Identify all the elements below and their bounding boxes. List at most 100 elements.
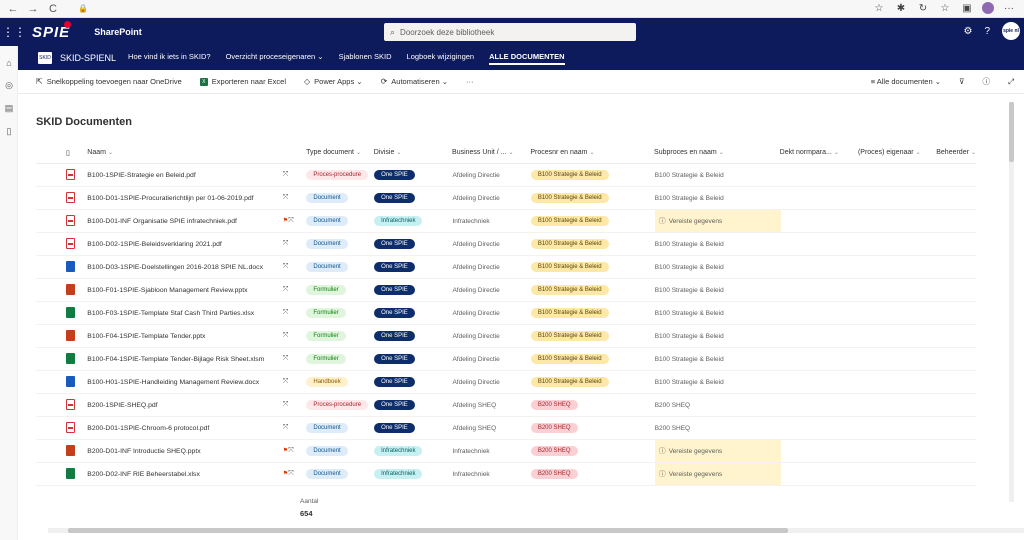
spie-logo[interactable]: SPIE xyxy=(32,20,71,41)
settings-gear-icon[interactable]: ⚙ xyxy=(963,25,973,37)
app-name[interactable]: SharePoint xyxy=(94,27,142,37)
table-row[interactable]: B100-D03-1SPIE-Doelstellingen 2016-2018 … xyxy=(36,256,976,279)
share-icon[interactable]: ⤧ xyxy=(282,332,289,339)
menu-dots-icon[interactable]: ··· xyxy=(1004,2,1014,14)
table-row[interactable]: B100-F01-1SPIE-Sjabloon Management Revie… xyxy=(36,279,976,302)
site-logo[interactable]: SKID xyxy=(38,52,52,64)
share-icon[interactable]: ⤧ xyxy=(288,470,294,477)
share-icon[interactable]: ⤧ xyxy=(282,263,289,270)
file-name-link[interactable]: B200-1SPIE-SHEQ.pdf xyxy=(87,401,158,409)
refresh-sync-icon[interactable]: ↻ xyxy=(918,2,928,14)
add-shortcut-button[interactable]: ⇱ Snelkoppeling toevoegen naar OneDrive xyxy=(36,77,182,86)
info-icon[interactable]: ⓘ xyxy=(982,77,991,86)
share-icon[interactable]: ⤧ xyxy=(282,194,289,201)
table-row[interactable]: B100-D02-1SPIE-Beleidsverklaring 2021.pd… xyxy=(36,233,976,256)
table-row[interactable]: B100-H01-1SPIE-Handleiding Management Re… xyxy=(36,371,976,394)
nav-item-all-documents[interactable]: ALLE DOCUMENTEN xyxy=(489,52,565,65)
file-name-link[interactable]: B100-F03-1SPIE-Template Staf Cash Third … xyxy=(87,309,255,317)
share-icon[interactable]: ⤧ xyxy=(282,286,289,293)
home-icon[interactable]: ⌂ xyxy=(6,58,12,68)
table-row[interactable]: B100-D01-1SPIE-Procuratierichtlijn per 0… xyxy=(36,187,976,210)
table-row[interactable]: B100-1SPIE-Strategie en Beleid.pdf ⤧ Proce… xyxy=(36,164,976,187)
file-icon[interactable]: ▯ xyxy=(6,126,12,136)
table-row[interactable]: B200-1SPIE-SHEQ.pdf ⤧ Proces-procedure One … xyxy=(36,394,976,417)
division-cell: One SPIE xyxy=(374,285,452,295)
column-header-type[interactable]: Type document ⌄ xyxy=(294,149,374,156)
site-title[interactable]: SKID-SPIENL xyxy=(60,53,117,63)
required-data-warning[interactable]: ⓘ Vereiste gegevens xyxy=(654,440,781,462)
share-icon[interactable]: ⤧ xyxy=(282,171,289,178)
share-icon[interactable]: ⤧ xyxy=(282,378,289,385)
subprocess-cell: B100 Strategie & Beleid xyxy=(654,240,724,248)
column-header-owner[interactable]: (Proces) eigenaar ⌄ xyxy=(858,149,936,156)
file-name-link[interactable]: B100-D03-1SPIE-Doelstellingen 2016-2018 … xyxy=(87,263,263,271)
table-row[interactable]: B100-F03-1SPIE-Template Staf Cash Third … xyxy=(36,302,976,325)
column-header-name[interactable]: Naam ⌄ xyxy=(87,149,282,156)
file-type-header-icon[interactable]: ▯ xyxy=(66,149,70,157)
view-selector[interactable]: ≡ Alle documenten ⌄ xyxy=(871,77,941,86)
division-cell: One SPIE xyxy=(374,377,452,387)
favorites-icon[interactable]: ☆ xyxy=(940,2,950,14)
share-icon[interactable]: ⤧ xyxy=(282,309,289,316)
file-name-link[interactable]: B100-H01-1SPIE-Handleiding Management Re… xyxy=(87,378,260,386)
share-icon[interactable]: ⤧ xyxy=(282,424,289,431)
horizontal-scrollbar[interactable] xyxy=(48,528,1024,533)
profile-avatar-icon[interactable] xyxy=(982,2,994,14)
column-header-subprocess[interactable]: Subproces en naam ⌄ xyxy=(654,149,780,156)
search-input[interactable]: ⌕ Doorzoek deze bibliotheek xyxy=(384,23,636,41)
column-header-process[interactable]: Procesnr en naam ⌄ xyxy=(530,149,654,156)
app-launcher-icon[interactable]: ⋮⋮ xyxy=(2,25,26,39)
power-apps-button[interactable]: ◇ Power Apps ⌄ xyxy=(304,77,363,86)
share-icon[interactable]: ⤧ xyxy=(288,217,294,224)
table-row[interactable]: B200-D01-1SPIE-Chroom-6 protocol.pdf ⤧ Doc… xyxy=(36,417,976,440)
nav-item-templates[interactable]: Sjablonen SKID xyxy=(338,51,392,61)
file-name-link[interactable]: B100-F04-1SPIE-Template Tender-Bijlage R… xyxy=(87,355,265,363)
file-name-link[interactable]: B200-D01-INF Introductie SHEQ.pptx xyxy=(87,447,201,455)
share-icon[interactable]: ⤧ xyxy=(288,447,294,454)
filter-icon[interactable]: ⊽ xyxy=(959,77,965,86)
account-avatar[interactable]: spie nl xyxy=(1002,22,1020,40)
forward-arrow-icon[interactable]: → xyxy=(27,2,39,15)
collections-icon[interactable]: ▣ xyxy=(962,2,972,14)
read-aloud-icon[interactable]: ☆ xyxy=(874,2,884,14)
share-icon[interactable]: ⤧ xyxy=(282,240,289,247)
column-header-norm[interactable]: Dekt normpara... ⌄ xyxy=(780,149,858,156)
help-icon[interactable]: ? xyxy=(984,25,990,37)
file-name-link[interactable]: B100-D01-1SPIE-Procuratierichtlijn per 0… xyxy=(87,194,254,202)
document-list: ▯ Naam ⌄ Type document ⌄ Divisie ⌄ Business… xyxy=(36,142,976,486)
column-header-manager[interactable]: Beheerder ⌄ xyxy=(936,149,976,156)
column-header-business-unit[interactable]: Business Unit / ... ⌄ xyxy=(452,149,530,156)
column-header-division[interactable]: Divisie ⌄ xyxy=(374,149,452,156)
table-row[interactable]: B200-D01-INF Introductie SHEQ.pptx ⚑⤧ Docu… xyxy=(36,440,976,463)
process-badge: B200 SHEQ xyxy=(530,446,578,456)
nav-item-help[interactable]: Hoe vind ik iets in SKID? xyxy=(128,51,211,61)
file-name-link[interactable]: B100-1SPIE-Strategie en Beleid.pdf xyxy=(87,171,196,179)
file-name-link[interactable]: B100-D02-1SPIE-Beleidsverklaring 2021.pd… xyxy=(87,240,222,248)
file-name-link[interactable]: B100-D01-INF Organisatie SPIE infratechn… xyxy=(87,217,237,225)
file-name-link[interactable]: B100-F04-1SPIE-Template Tender.pptx xyxy=(87,332,206,340)
news-icon[interactable]: ▤ xyxy=(4,103,14,113)
globe-icon[interactable]: ◎ xyxy=(5,80,13,90)
vertical-scrollbar[interactable] xyxy=(1009,102,1014,502)
nav-item-process-owners[interactable]: Overzicht proceseigenaren ⌄ xyxy=(225,51,324,61)
file-name-link[interactable]: B200-D01-1SPIE-Chroom-6 protocol.pdf xyxy=(87,424,210,432)
refresh-icon[interactable]: C xyxy=(49,2,57,15)
nav-item-changelog[interactable]: Logboek wijzigingen xyxy=(406,51,475,61)
back-arrow-icon[interactable]: ← xyxy=(7,2,19,15)
extension-icon[interactable]: ✱ xyxy=(896,2,906,14)
share-icon[interactable]: ⤧ xyxy=(282,401,289,408)
file-name-link[interactable]: B100-F01-1SPIE-Sjabloon Management Revie… xyxy=(87,286,248,294)
export-excel-button[interactable]: X Exporteren naar Excel xyxy=(199,77,286,86)
expand-icon[interactable]: ⤢ xyxy=(1008,76,1014,86)
table-row[interactable]: B100-F04-1SPIE-Template Tender.pptx ⤧ Form… xyxy=(36,325,976,348)
table-row[interactable]: B100-F04-1SPIE-Template Tender-Bijlage R… xyxy=(36,348,976,371)
required-data-warning[interactable]: ⓘ Vereiste gegevens xyxy=(654,463,781,485)
table-row[interactable]: B200-D02-INF RIE Beheerstabel.xlsx ⚑⤧ Docu… xyxy=(36,463,976,486)
more-commands-button[interactable]: ··· xyxy=(466,77,474,86)
table-row[interactable]: B100-D01-INF Organisatie SPIE infratechn… xyxy=(36,210,976,233)
required-data-warning[interactable]: ⓘ Vereiste gegevens xyxy=(654,210,781,232)
automate-icon: ⟳ xyxy=(380,77,388,86)
file-name-link[interactable]: B200-D02-INF RIE Beheerstabel.xlsx xyxy=(87,470,200,478)
automate-button[interactable]: ⟳ Automatiseren ⌄ xyxy=(381,77,448,86)
share-icon[interactable]: ⤧ xyxy=(282,355,289,362)
